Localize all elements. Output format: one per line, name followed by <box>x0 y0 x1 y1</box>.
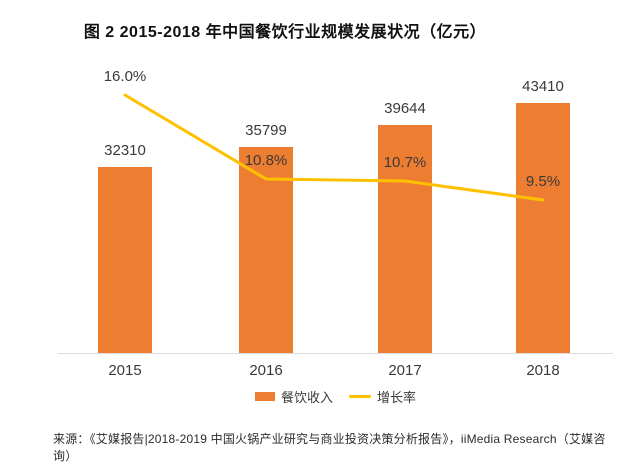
growth-label-2017: 10.7% <box>383 154 427 171</box>
x-tick-2017: 2017 <box>388 362 422 379</box>
bar-value-label-2017: 39644 <box>384 100 426 117</box>
legend-label-growth: 增长率 <box>377 389 417 405</box>
legend-item-revenue: 餐饮收入 <box>254 387 333 406</box>
bar-value-label-2016: 35799 <box>245 122 287 139</box>
source-note: 来源：《艾媒报告|2018-2019 中国火锅产业研究与商业投资决策分析报告》，… <box>53 432 606 463</box>
bar-2016 <box>239 147 293 353</box>
growth-label-2018: 9.5% <box>525 173 561 190</box>
bar-swatch-icon <box>254 391 275 401</box>
bar-value-label-2018: 43410 <box>522 78 564 95</box>
x-tick-2015: 2015 <box>108 362 142 379</box>
bar-value-label-2015: 32310 <box>104 142 146 159</box>
legend-label-revenue: 餐饮收入 <box>280 389 333 405</box>
line-swatch-icon <box>349 394 371 398</box>
bar-2018 <box>516 103 570 353</box>
legend: 餐饮收入 增长率 <box>58 386 613 406</box>
x-tick-2016: 2016 <box>249 362 283 379</box>
bar-2015 <box>98 167 152 353</box>
chart-title: 图 2 2015-2018 年中国餐饮行业规模发展状况（亿元） <box>83 24 487 41</box>
growth-line-path <box>123 93 545 202</box>
growth-label-2016: 10.8% <box>244 152 288 169</box>
x-tick-2018: 2018 <box>526 362 560 379</box>
growth-label-2015: 16.0% <box>103 68 147 85</box>
x-axis-line <box>58 353 613 354</box>
legend-item-growth: 增长率 <box>349 387 416 406</box>
